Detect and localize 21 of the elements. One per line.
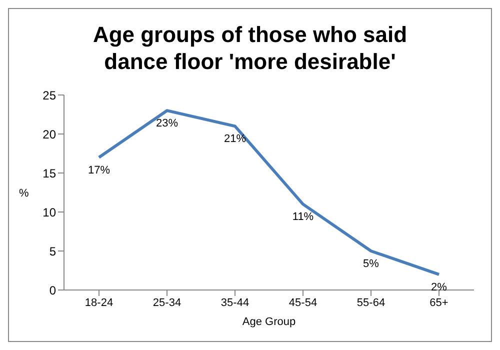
data-label: 11% xyxy=(292,211,314,224)
y-axis-title: % xyxy=(19,187,29,200)
data-label: 17% xyxy=(88,164,110,176)
y-tick-label: 0 xyxy=(49,283,56,298)
data-label: 5% xyxy=(363,258,380,270)
x-tick-label: 25-34 xyxy=(152,296,182,309)
data-label: 23% xyxy=(156,118,178,130)
y-tick-label: 10 xyxy=(42,205,56,220)
x-tick-label: 55-64 xyxy=(356,296,386,309)
y-tick-label: 5 xyxy=(49,244,56,258)
y-tick-label: 20 xyxy=(42,127,56,142)
data-label: 21% xyxy=(224,133,246,146)
x-axis-title: Age Group xyxy=(242,316,296,328)
x-tick-label: 18-24 xyxy=(84,296,114,309)
x-tick-label: 45-54 xyxy=(288,296,318,309)
x-tick-label: 65+ xyxy=(430,296,448,309)
chart-title: Age groups of those who said dance floor 'more desirable' xyxy=(92,21,408,75)
data-label: 2% xyxy=(431,281,448,294)
y-tick-label: 15 xyxy=(42,166,56,180)
y-tick-label: 25 xyxy=(42,88,56,102)
x-tick-label: 35-44 xyxy=(220,296,250,309)
